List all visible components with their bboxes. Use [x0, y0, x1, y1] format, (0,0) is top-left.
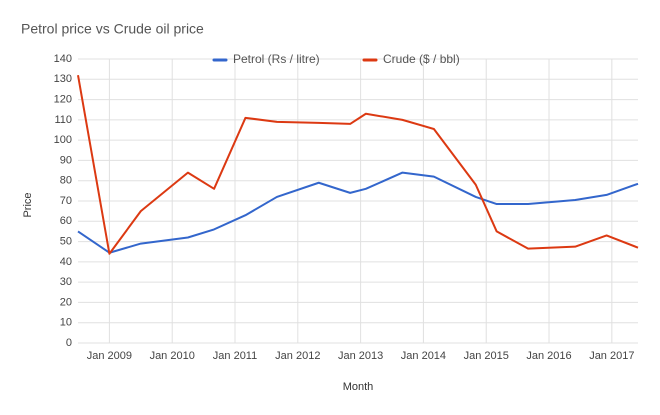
y-tick-label: 130: [54, 73, 72, 85]
y-tick-label: 110: [54, 114, 72, 126]
y-tick-label: 100: [54, 134, 72, 146]
x-tick-label: Jan 2015: [464, 350, 509, 362]
data-line: [77, 171, 639, 254]
y-tick-label: 90: [60, 154, 72, 166]
y-tick-label: 20: [60, 296, 72, 308]
x-tick-label: Jan 2017: [589, 350, 634, 362]
y-tick-label: 80: [60, 175, 72, 187]
y-tick-label: 70: [60, 195, 72, 207]
legend-item: Petrol (Rs / litre): [212, 52, 320, 66]
x-tick-label: Jan 2009: [87, 350, 132, 362]
legend-label: Crude ($ / bbl): [383, 52, 460, 66]
y-tick-label: 140: [54, 53, 72, 65]
plot: [77, 75, 639, 255]
y-tick-label: 40: [60, 256, 72, 268]
x-tick-label: Jan 2010: [150, 350, 195, 362]
x-tick-label: Jan 2011: [213, 350, 257, 362]
x-tick-label: Jan 2013: [338, 350, 383, 362]
y-axis-title: Price: [22, 192, 34, 217]
y-tick-label: 120: [54, 93, 72, 105]
data-line: [77, 75, 639, 255]
y-tick-label: 10: [60, 317, 72, 329]
x-axis-title: Month: [343, 381, 374, 393]
y-tick-label: 60: [60, 215, 72, 227]
y-tick-label: 30: [60, 276, 72, 288]
x-tick-label: Jan 2012: [275, 350, 320, 362]
legend-label: Petrol (Rs / litre): [233, 52, 320, 66]
x-tick-label: Jan 2014: [401, 350, 446, 362]
legend-item: Crude ($ / bbl): [362, 52, 460, 66]
y-tick-label: 0: [66, 337, 72, 349]
y-tick-label: 50: [60, 235, 72, 247]
chart-title: Petrol price vs Crude oil price: [21, 21, 204, 37]
x-tick-label: Jan 2016: [526, 350, 571, 362]
